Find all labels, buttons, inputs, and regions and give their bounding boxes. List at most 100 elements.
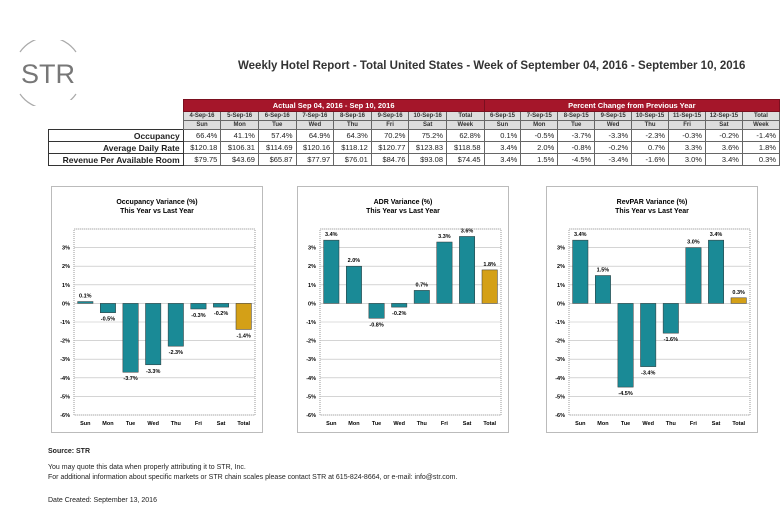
bar-mon <box>594 275 611 304</box>
chart-title: Occupancy Variance (%) <box>116 199 197 206</box>
blank-cell <box>48 120 184 130</box>
data-label: -2.3% <box>169 350 183 356</box>
actual-cell: 41.1% <box>220 129 259 142</box>
bar-sun <box>323 239 340 304</box>
y-tick-label: 1% <box>62 283 70 289</box>
date-header: 6-Sep-16 <box>257 111 297 121</box>
day-header: Mon <box>220 120 259 130</box>
data-label: -0.8% <box>369 322 383 328</box>
day-header: Sun <box>483 120 522 130</box>
bar-total <box>481 269 498 304</box>
row-label: Occupancy <box>48 129 184 142</box>
day-header: Week <box>446 120 485 130</box>
bar-sat <box>213 303 230 308</box>
x-tick-label: Tue <box>372 421 381 427</box>
change-cell: -4.5% <box>557 153 596 166</box>
actual-cell: 66.4% <box>182 129 222 142</box>
y-tick-label: -3% <box>555 357 565 363</box>
x-tick-label: Wed <box>147 421 159 427</box>
bar-tue <box>368 303 385 319</box>
bar-fri <box>436 241 453 304</box>
actual-cell: 75.2% <box>408 129 448 142</box>
bar-total <box>235 303 252 330</box>
chart-subtitle: This Year vs Last Year <box>366 208 440 215</box>
actual-cell: $77.97 <box>295 153 335 166</box>
table-row: Occupancy 66.4% 41.1% 57.4% 64.9% 64.3% 70.2% 7… <box>48 129 780 142</box>
bar-mon <box>345 265 362 304</box>
group-header-row: Actual Sep 04, 2016 - Sep 10, 2016 Percen… <box>48 99 780 112</box>
date-header: 9-Sep-15 <box>594 111 633 121</box>
change-cell: -0.5% <box>520 129 559 142</box>
revpar-variance-chart: RevPAR Variance (%) This Year vs Last Yea… <box>546 186 758 433</box>
change-cell: 1.8% <box>741 141 780 154</box>
day-header: Mon <box>520 120 559 130</box>
data-label: -3.7% <box>123 376 137 382</box>
blank-cell <box>48 99 184 112</box>
x-tick-label: Total <box>483 421 496 427</box>
bar-sat <box>708 239 725 304</box>
y-tick-label: -1% <box>555 320 565 326</box>
date-header: 12-Sep-15 <box>705 111 743 121</box>
source-note: Source: STR <box>48 448 91 455</box>
occupancy-variance-chart: Occupancy Variance (%) This Year vs Last … <box>51 186 263 433</box>
y-tick-label: 0% <box>62 301 70 307</box>
y-tick-label: -3% <box>60 357 70 363</box>
y-tick-label: -4% <box>555 376 565 382</box>
row-label: Average Daily Rate <box>48 141 184 154</box>
data-label: 0.1% <box>79 294 92 300</box>
date-header: 8-Sep-15 <box>557 111 596 121</box>
data-label: -0.5% <box>101 317 115 323</box>
y-tick-label: 1% <box>557 283 565 289</box>
y-tick-label: 2% <box>557 264 565 270</box>
x-tick-label: Fri <box>690 421 698 427</box>
x-tick-label: Tue <box>621 421 630 427</box>
date-header: 6-Sep-15 <box>483 111 522 121</box>
actual-cell: $118.12 <box>333 141 372 154</box>
chart-subtitle: This Year vs Last Year <box>120 208 194 215</box>
actual-cell: 62.8% <box>446 129 485 142</box>
svg-text:STR: STR <box>21 59 75 89</box>
day-header: Thu <box>333 120 372 130</box>
y-tick-label: 0% <box>557 301 565 307</box>
data-label: -4.5% <box>618 391 632 397</box>
data-label: -0.3% <box>191 313 205 319</box>
actual-cell: $65.87 <box>257 153 297 166</box>
day-header: Sat <box>408 120 448 130</box>
bar-mon <box>99 303 116 313</box>
data-label: 0.3% <box>732 290 745 296</box>
actual-cell: 64.9% <box>295 129 335 142</box>
str-logo: STR <box>19 40 77 106</box>
date-header: 5-Sep-16 <box>220 111 259 121</box>
day-header: Tue <box>557 120 596 130</box>
actual-cell: $120.18 <box>182 141 222 154</box>
actual-cell: $106.31 <box>220 141 259 154</box>
y-tick-label: 2% <box>62 264 70 270</box>
bar-thu <box>662 303 679 334</box>
day-header: Fri <box>370 120 410 130</box>
day-header: Sat <box>705 120 743 130</box>
date-header: Total <box>741 111 780 121</box>
chart-title: RevPAR Variance (%) <box>617 199 688 206</box>
bar-sun <box>77 301 94 304</box>
actual-cell: $120.16 <box>295 141 335 154</box>
change-cell: -3.7% <box>557 129 596 142</box>
y-tick-label: -6% <box>60 413 70 419</box>
y-tick-label: -1% <box>60 320 70 326</box>
data-label: 1.5% <box>597 268 610 274</box>
x-tick-label: Thu <box>171 421 181 427</box>
actual-header: Actual Sep 04, 2016 - Sep 10, 2016 <box>182 99 485 112</box>
y-tick-label: -5% <box>306 394 316 400</box>
data-label: 3.4% <box>325 232 338 238</box>
y-tick-label: 3% <box>557 246 565 252</box>
bar-thu <box>167 303 184 347</box>
change-cell: -1.6% <box>631 153 670 166</box>
bar-tue <box>617 303 634 388</box>
data-label: 1.8% <box>483 262 496 268</box>
y-tick-label: 3% <box>308 246 316 252</box>
bar-fri <box>685 247 702 304</box>
bar-wed <box>640 303 657 367</box>
data-label: -3.3% <box>146 369 160 375</box>
y-tick-label: -5% <box>555 394 565 400</box>
x-tick-label: Sun <box>575 421 586 427</box>
quote-note: You may quote this data when properly at… <box>48 464 246 471</box>
